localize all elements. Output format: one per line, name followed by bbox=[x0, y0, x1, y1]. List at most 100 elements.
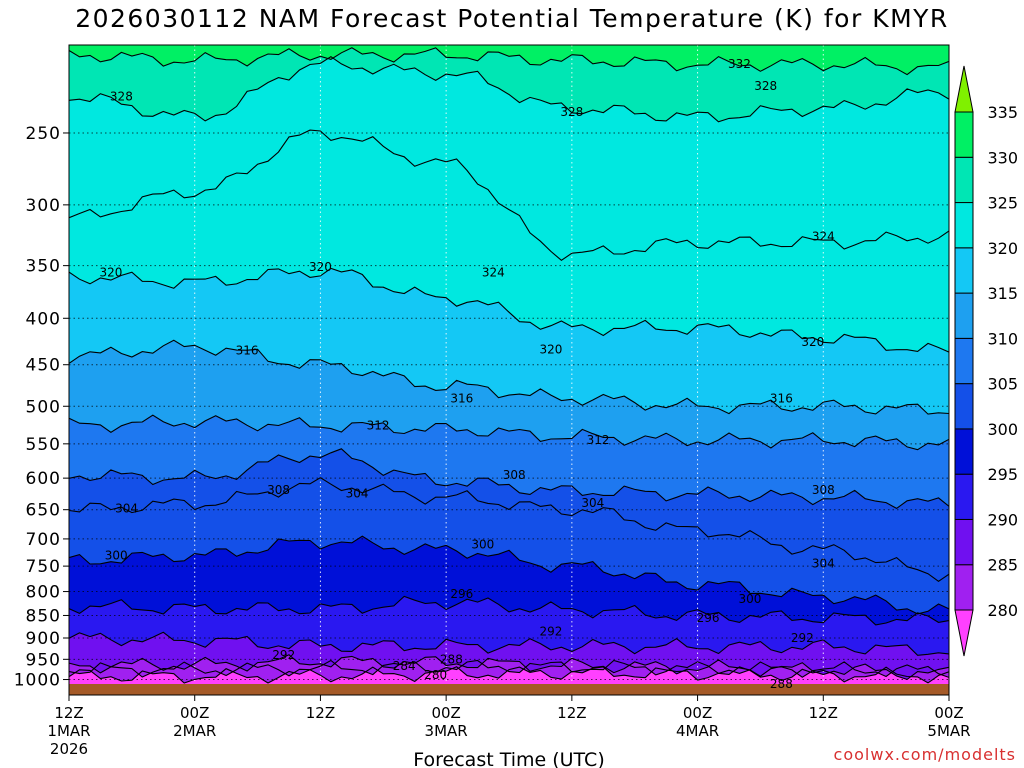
y-tick-label: 900 bbox=[26, 629, 61, 649]
fill-band bbox=[69, 47, 949, 122]
contour-label: 304 bbox=[346, 487, 369, 501]
contour-line-296 bbox=[69, 595, 949, 626]
fill-band bbox=[69, 45, 949, 75]
fill-band bbox=[69, 448, 949, 582]
x-tick-date: 3MAR bbox=[425, 722, 468, 740]
colorbar-segment bbox=[954, 337, 974, 385]
contour-label: 300 bbox=[738, 592, 761, 606]
contour-label: 320 bbox=[539, 343, 562, 357]
y-tick-label: 450 bbox=[26, 356, 61, 376]
y-tick-label: 400 bbox=[26, 309, 61, 329]
y-tick-label: 250 bbox=[26, 124, 61, 144]
colorbar-label: 310 bbox=[987, 329, 1018, 348]
contour-label: 296 bbox=[450, 587, 473, 601]
x-tick-date: 4MAR bbox=[676, 722, 719, 740]
x-tick-date: 2MAR bbox=[173, 722, 216, 740]
colorbar-segment bbox=[954, 383, 974, 430]
x-axis-label: Forecast Time (UTC) bbox=[413, 749, 604, 768]
y-tick-label: 600 bbox=[26, 469, 61, 489]
fill-band bbox=[69, 632, 949, 680]
fill-band bbox=[69, 477, 949, 614]
contour-label: 288 bbox=[770, 677, 793, 691]
contour-label: 308 bbox=[812, 483, 835, 497]
colorbar-label: 335 bbox=[987, 103, 1018, 122]
contour-label: 312 bbox=[587, 433, 610, 447]
fill-band bbox=[69, 660, 949, 683]
y-tick-label: 850 bbox=[26, 606, 61, 626]
colorbar-segment bbox=[954, 292, 974, 339]
contour-label: 304 bbox=[812, 556, 835, 570]
contour-label: 292 bbox=[539, 624, 562, 638]
fill-band bbox=[69, 340, 949, 450]
contour-label: 304 bbox=[581, 496, 604, 510]
colorbar-label: 325 bbox=[987, 194, 1018, 213]
colorbar-extend-low bbox=[954, 609, 974, 657]
y-tick-label: 550 bbox=[26, 435, 61, 455]
contour-label: 304 bbox=[115, 501, 138, 515]
contour-line-320 bbox=[69, 267, 949, 353]
x-tick-label: 12Z bbox=[54, 704, 83, 722]
colorbar-label: 305 bbox=[987, 375, 1018, 394]
contour-label: 332 bbox=[728, 57, 751, 71]
colorbar-extend-high bbox=[954, 65, 974, 113]
x-tick-date: 1MAR bbox=[47, 722, 90, 740]
colorbar-label: 320 bbox=[987, 239, 1018, 258]
contour-label: 324 bbox=[482, 265, 505, 279]
colorbar-segment bbox=[954, 156, 974, 204]
contour-line-304 bbox=[69, 477, 949, 582]
fill-band bbox=[69, 56, 949, 261]
contour-label: 308 bbox=[267, 483, 290, 497]
y-tick-label: 700 bbox=[26, 530, 61, 550]
contour-label: 328 bbox=[110, 90, 133, 104]
x-tick-label: 12Z bbox=[557, 704, 586, 722]
y-tick-label: 650 bbox=[26, 501, 61, 521]
contour-label: 280 bbox=[424, 668, 447, 682]
y-axis: 250 300 350 400 450 500 550 600 650 700 750 800 850 9… bbox=[14, 124, 69, 691]
source-credit: coolwx.com/modelts bbox=[833, 745, 1016, 764]
fill-band bbox=[69, 268, 949, 415]
x-tick-label: 12Z bbox=[306, 704, 335, 722]
colorbar-label: 330 bbox=[987, 148, 1018, 167]
contour-line-292 bbox=[69, 631, 949, 656]
y-tick-label: 350 bbox=[26, 257, 61, 277]
contour-line-284 bbox=[69, 659, 949, 678]
colorbar-segment bbox=[954, 111, 974, 158]
colorbar-label: 300 bbox=[987, 420, 1018, 439]
fill-band bbox=[69, 415, 949, 509]
contour-line-280 bbox=[69, 666, 949, 684]
contour-label: 328 bbox=[754, 79, 777, 93]
colorbar-segment bbox=[954, 564, 974, 611]
contour-label: 320 bbox=[309, 260, 332, 274]
y-tick-label: 500 bbox=[26, 397, 61, 417]
colorbar-label: 290 bbox=[987, 510, 1018, 529]
contour-lines bbox=[69, 47, 949, 684]
contour-label: 316 bbox=[770, 391, 793, 405]
fill-band bbox=[69, 654, 949, 680]
contour-label: 288 bbox=[440, 652, 463, 666]
colorbar-segment bbox=[954, 247, 974, 294]
contour-label: 328 bbox=[560, 105, 583, 119]
y-tick-label: 1000 bbox=[14, 671, 61, 691]
y-tick-label: 300 bbox=[26, 196, 61, 216]
contour-line-324 bbox=[69, 129, 949, 261]
contour-line-312 bbox=[69, 414, 949, 451]
fill-band bbox=[69, 596, 949, 656]
colorbar-label: 315 bbox=[987, 284, 1018, 303]
x-tick-label: 00Z bbox=[934, 704, 963, 722]
colorbar-segment bbox=[954, 428, 974, 475]
contour-label: 320 bbox=[801, 335, 824, 349]
contour-label: 296 bbox=[697, 611, 720, 625]
contour-line-288 bbox=[69, 654, 949, 681]
colorbar-label: 295 bbox=[987, 465, 1018, 484]
y-tick-label: 950 bbox=[26, 650, 61, 670]
fill-band bbox=[69, 130, 949, 353]
colorbar-label: 285 bbox=[987, 556, 1018, 575]
y-tick-label: 800 bbox=[26, 583, 61, 603]
x-tick-date: 5MAR bbox=[927, 722, 970, 740]
contour-label: 320 bbox=[99, 265, 122, 279]
contour-label: 292 bbox=[791, 631, 814, 645]
colorbar-segment bbox=[954, 473, 974, 520]
colorbar-segment bbox=[954, 202, 974, 249]
